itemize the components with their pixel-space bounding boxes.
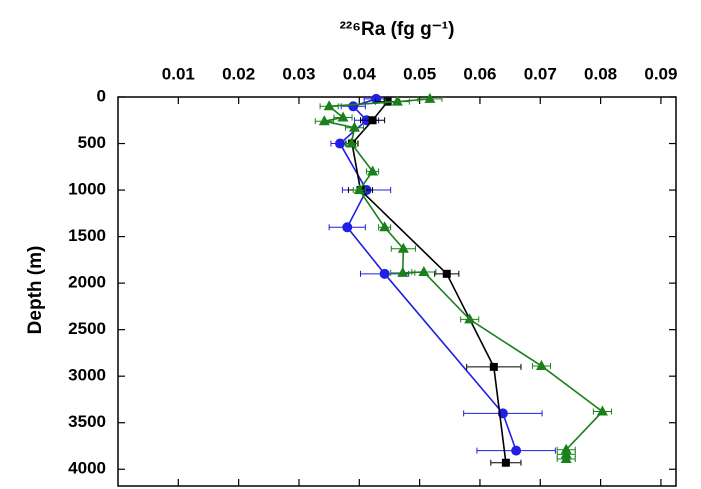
data-point xyxy=(337,111,349,122)
x-tick-label: 0.07 xyxy=(524,64,557,83)
x-tick-label: 0.06 xyxy=(463,64,496,83)
data-point xyxy=(560,453,572,464)
y-tick-label: 2500 xyxy=(68,319,106,338)
data-point xyxy=(397,266,409,277)
y-axis-title: Depth (m) xyxy=(25,246,46,335)
y-tick-label: 1500 xyxy=(68,226,106,245)
data-point xyxy=(464,313,476,324)
data-point xyxy=(391,95,403,106)
x-tick-label: 0.09 xyxy=(644,64,677,83)
y-tick-label: 4000 xyxy=(68,459,106,478)
y-tick-label: 1000 xyxy=(68,180,106,199)
data-point xyxy=(334,138,345,149)
data-point xyxy=(342,222,353,233)
x-tick-label: 0.01 xyxy=(162,64,195,83)
data-point xyxy=(501,458,510,467)
y-tick-label: 3000 xyxy=(68,366,106,385)
data-point xyxy=(379,268,390,279)
x-tick-label: 0.08 xyxy=(584,64,617,83)
y-tick-label: 3500 xyxy=(68,412,106,431)
x-axis-title: ²²⁶Ra (fg g⁻¹) xyxy=(340,19,455,40)
data-point xyxy=(345,137,357,148)
series-line xyxy=(324,98,604,460)
y-tick-label: 2000 xyxy=(68,273,106,292)
data-point xyxy=(442,269,451,278)
data-point xyxy=(348,121,360,132)
data-point xyxy=(596,405,608,416)
x-tick-label: 0.05 xyxy=(403,64,436,83)
data-point xyxy=(535,359,547,370)
x-tick-label: 0.03 xyxy=(282,64,315,83)
data-point xyxy=(368,116,377,125)
data-point xyxy=(379,221,391,232)
data-point xyxy=(318,115,330,126)
x-tick-label: 0.04 xyxy=(343,64,377,83)
data-point xyxy=(323,100,335,111)
data-point xyxy=(353,184,365,195)
y-tick-label: 500 xyxy=(78,133,106,152)
x-tick-label: 0.02 xyxy=(222,64,255,83)
data-point xyxy=(348,101,359,112)
series-line xyxy=(351,101,507,463)
data-point xyxy=(367,165,379,176)
plot-frame xyxy=(117,96,677,487)
y-tick-label: 0 xyxy=(97,86,106,105)
data-point xyxy=(489,362,498,371)
data-point xyxy=(397,242,409,253)
data-point xyxy=(418,265,430,276)
data-point xyxy=(511,445,522,456)
data-point xyxy=(424,92,436,103)
